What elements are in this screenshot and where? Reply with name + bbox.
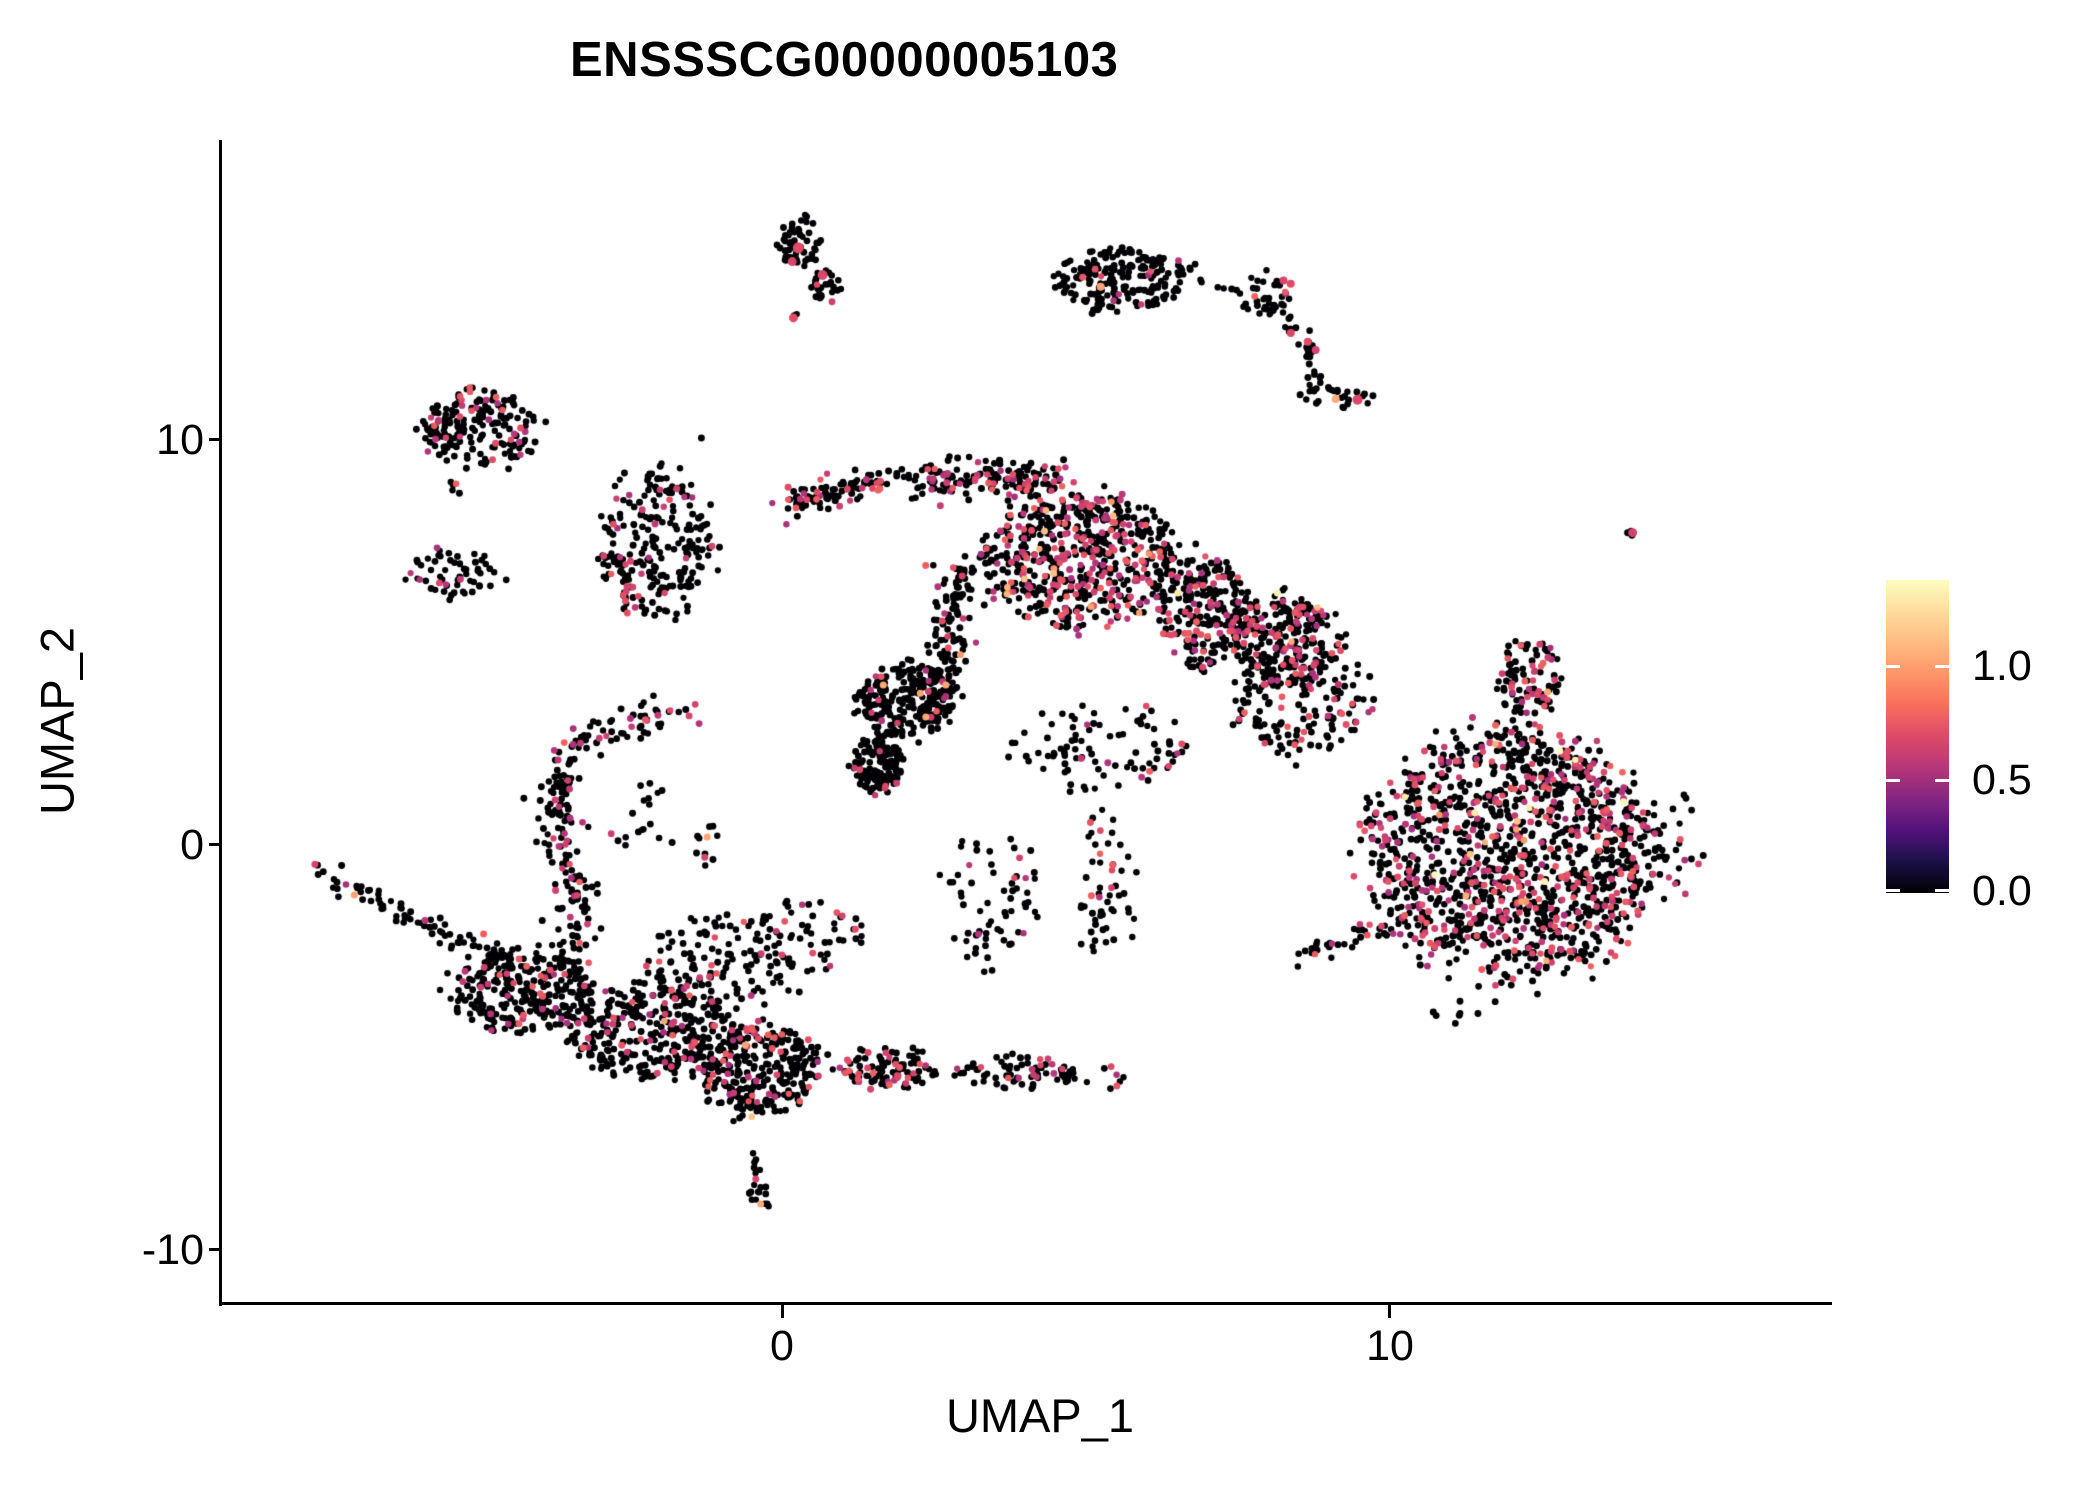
colorbar-tick-0.5-left (1886, 779, 1900, 782)
legend-label-1.0: 1.0 (1972, 642, 2032, 690)
y-axis-title: UMAP_2 (30, 626, 84, 816)
x-tick-mark-10 (1388, 1305, 1391, 1318)
x-tick-mark-0 (781, 1305, 784, 1318)
y-tick-label-10: 10 (156, 416, 204, 464)
plot-title: ENSSSCG00000005103 (570, 33, 1119, 87)
colorbar-gradient (1886, 580, 1949, 893)
y-axis-line (219, 140, 222, 1306)
x-tick-label-10: 10 (1366, 1322, 1414, 1370)
y-tick-mark-0 (209, 843, 222, 846)
colorbar-tick-0.0-right (1935, 889, 1949, 892)
x-axis-line (219, 1302, 1832, 1305)
legend-label-0.0: 0.0 (1972, 867, 2032, 915)
colorbar-tick-1.0-right (1935, 665, 1949, 668)
umap-scatter-canvas (222, 140, 1830, 1303)
y-tick-mark-neg10 (209, 1248, 222, 1251)
y-tick-mark-10 (209, 438, 222, 441)
colorbar-tick-0.0-left (1886, 889, 1900, 892)
x-axis-title: UMAP_1 (945, 1389, 1135, 1442)
colorbar-tick-1.0-left (1886, 665, 1900, 668)
colorbar-tick-0.5-right (1935, 779, 1949, 782)
x-tick-label-0: 0 (770, 1322, 794, 1370)
y-tick-label-neg10: -10 (141, 1226, 204, 1274)
y-tick-label-0: 0 (180, 821, 204, 869)
legend-label-0.5: 0.5 (1972, 756, 2032, 804)
